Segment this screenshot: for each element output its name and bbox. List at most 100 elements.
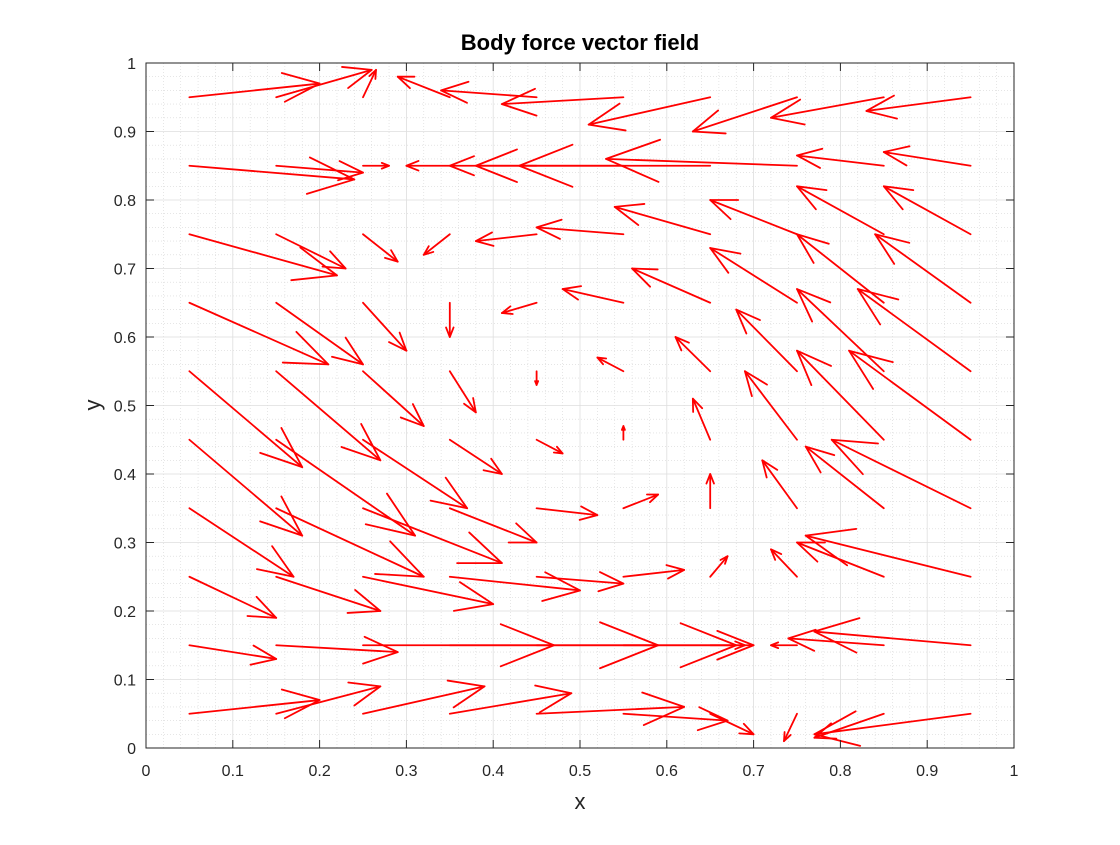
arrow-head: [882, 185, 915, 211]
arrow-head: [705, 473, 715, 485]
vector-arrow: [622, 564, 686, 580]
arrow-shaft: [830, 438, 972, 510]
vector-arrow: [275, 66, 373, 99]
vector-arrow: [744, 370, 798, 441]
vector-arrow: [188, 72, 321, 103]
x-tick-label: 0.1: [222, 763, 244, 780]
arrow-shaft: [535, 226, 625, 236]
arrow-head: [259, 495, 304, 537]
arrow-head: [396, 75, 416, 90]
arrow-shaft: [735, 308, 798, 373]
vector-arrow: [500, 301, 538, 315]
arrow-shaft: [804, 534, 972, 578]
vector-arrow: [770, 641, 798, 650]
vector-arrow: [518, 143, 712, 188]
arrow-shaft: [396, 75, 451, 99]
vector-arrow: [275, 681, 382, 715]
vector-arrow: [405, 160, 451, 172]
arrow-head: [561, 285, 583, 301]
arrow-shaft: [865, 96, 972, 112]
arrow-head: [813, 617, 861, 654]
arrow-shaft: [622, 712, 729, 722]
vector-arrow: [620, 425, 626, 441]
arrow-shaft: [587, 96, 712, 126]
arrow-head: [865, 94, 898, 120]
vector-arrow: [856, 288, 972, 373]
vector-arrow: [622, 706, 729, 732]
vector-arrow: [362, 507, 503, 565]
arrow-head: [249, 644, 278, 666]
vector-arrow: [796, 185, 885, 236]
arrow-shaft: [796, 349, 885, 441]
y-tick-label: 0.1: [114, 673, 136, 690]
vector-arrow: [534, 370, 540, 386]
arrow-head: [882, 145, 911, 167]
vector-arrow: [804, 528, 972, 578]
arrow-shaft: [448, 575, 581, 592]
arrow-shaft: [448, 507, 538, 544]
arrow-head: [646, 493, 660, 504]
vector-arrow: [865, 94, 972, 120]
arrow-head: [856, 288, 900, 326]
vector-arrow: [362, 301, 408, 352]
vector-arrow: [188, 575, 278, 619]
arrow-head: [346, 589, 382, 614]
vector-arrow: [362, 575, 495, 612]
arrow-shaft: [188, 82, 321, 99]
arrow-head: [380, 161, 390, 170]
arrow-head: [507, 522, 538, 544]
arrow-head: [770, 548, 783, 561]
arrow-head: [388, 331, 408, 352]
vector-arrow: [535, 218, 625, 240]
arrow-shaft: [362, 507, 503, 564]
vector-arrow: [188, 233, 338, 282]
arrow-shaft: [561, 288, 625, 304]
vector-arrow: [709, 712, 755, 736]
arrow-shaft: [856, 288, 972, 373]
y-tick-label: 0.4: [114, 467, 136, 484]
arrow-shaft: [709, 247, 798, 304]
arrow-shaft: [796, 288, 885, 373]
arrow-shaft: [500, 96, 625, 105]
vector-arrow: [362, 68, 377, 99]
vector-arrow: [691, 96, 798, 135]
arrow-head: [259, 427, 304, 469]
arrow-head: [761, 459, 779, 479]
arrow-head: [482, 457, 503, 475]
vector-arrow: [275, 370, 382, 462]
arrow-head: [374, 540, 425, 578]
y-tick-label: 1: [127, 56, 136, 73]
arrow-head: [770, 98, 806, 126]
arrow-shaft: [783, 712, 798, 743]
arrow-shaft: [770, 96, 885, 119]
vector-arrow: [770, 96, 885, 126]
arrow-head: [362, 635, 399, 665]
arrow-shaft: [709, 199, 798, 236]
arrow-shaft: [882, 151, 972, 167]
vector-arrow: [705, 473, 715, 510]
y-axis-title: y: [80, 400, 105, 411]
vector-arrow: [622, 493, 660, 510]
arrow-shaft: [275, 644, 399, 653]
arrow-head: [696, 706, 729, 732]
vector-arrow: [735, 308, 798, 373]
arrow-shaft: [275, 438, 416, 537]
arrow-head: [474, 148, 518, 183]
arrow-shaft: [882, 185, 972, 236]
vector-arrow: [874, 233, 972, 304]
arrow-shaft: [535, 507, 599, 516]
vector-arrow: [275, 635, 399, 665]
vector-arrows: [188, 66, 972, 747]
y-tick-label: 0.9: [114, 125, 136, 142]
vector-arrow: [813, 710, 972, 747]
arrow-head: [620, 425, 626, 431]
arrow-head: [734, 640, 746, 650]
y-tick-label: 0: [127, 741, 136, 758]
vector-arrow: [474, 231, 538, 247]
vector-arrow: [362, 161, 390, 170]
arrow-shaft: [596, 356, 625, 373]
arrow-head: [631, 267, 659, 288]
arrow-head: [770, 641, 780, 650]
arrow-head: [744, 370, 768, 398]
arrow-shaft: [848, 349, 972, 441]
